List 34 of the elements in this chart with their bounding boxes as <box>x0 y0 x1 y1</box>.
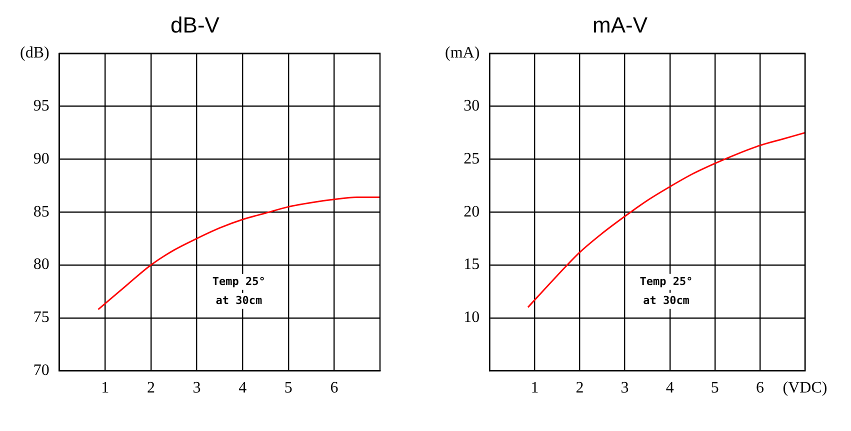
x-tick-label: 1 <box>101 380 110 397</box>
y-tick-label: 30 <box>464 98 480 115</box>
y-tick-label: 25 <box>464 150 480 168</box>
line-series <box>98 196 380 310</box>
x-tick-label: 2 <box>576 380 584 397</box>
chart-title: mA-V <box>592 12 648 38</box>
annotation: at 30cm <box>643 294 690 307</box>
y-tick-label: 70 <box>33 362 50 380</box>
y-tick-label: 20 <box>464 203 480 220</box>
y-tick-label: 75 <box>33 309 50 326</box>
x-tick-label: (VDC) <box>782 380 828 397</box>
x-tick-label: 1 <box>530 380 539 397</box>
y-tick-label: (dB) <box>20 44 50 62</box>
x-tick-label: 4 <box>666 380 674 397</box>
x-tick-label: 6 <box>330 380 338 397</box>
y-tick-label: 80 <box>33 256 50 274</box>
line-series <box>527 132 805 308</box>
x-tick-label: 5 <box>710 380 719 397</box>
annotation: Temp 25° <box>640 274 693 288</box>
x-tick-label: 4 <box>238 380 247 397</box>
chart-title: dB-V <box>170 12 220 38</box>
annotation: Temp 25° <box>212 274 266 288</box>
y-tick-label: 15 <box>464 256 480 274</box>
y-tick-label: 90 <box>33 150 50 168</box>
x-tick-label: 3 <box>192 380 201 397</box>
annotation: at 30cm <box>216 294 262 307</box>
x-tick-label: 6 <box>756 380 764 397</box>
x-tick-label: 3 <box>620 380 629 397</box>
x-tick-label: 2 <box>146 380 155 397</box>
y-tick-label: 95 <box>33 98 50 115</box>
y-tick-label: (mA) <box>445 44 480 62</box>
y-tick-label: 85 <box>33 203 50 220</box>
y-tick-label: 10 <box>464 309 480 326</box>
x-tick-label: 5 <box>284 380 292 397</box>
